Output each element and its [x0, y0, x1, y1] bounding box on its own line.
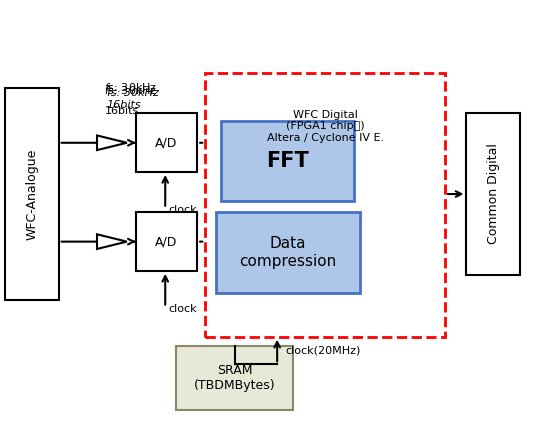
Text: clock: clock — [168, 304, 197, 314]
Text: A/D: A/D — [156, 235, 177, 248]
FancyBboxPatch shape — [216, 213, 360, 293]
FancyBboxPatch shape — [5, 88, 59, 300]
Text: $\it{f}$s: 30kHz: $\it{f}$s: 30kHz — [104, 81, 158, 93]
Text: fs: 30kHz
16bits: fs: 30kHz 16bits — [107, 88, 158, 110]
Text: Common Digital: Common Digital — [487, 143, 499, 245]
Text: clock: clock — [168, 205, 197, 215]
Text: Data
compression: Data compression — [239, 236, 336, 269]
Text: 16bits: 16bits — [104, 106, 139, 116]
Text: $f$s: 30kHz: $f$s: 30kHz — [104, 84, 157, 96]
FancyBboxPatch shape — [176, 346, 293, 410]
Text: WFC-Analogue: WFC-Analogue — [26, 148, 38, 240]
Text: A/D: A/D — [156, 136, 177, 149]
FancyBboxPatch shape — [136, 213, 197, 271]
Text: FFT: FFT — [266, 151, 309, 171]
Text: SRAM
(TBDMBytes): SRAM (TBDMBytes) — [193, 364, 276, 392]
FancyBboxPatch shape — [136, 114, 197, 172]
Text: WFC Digital
(FPGA1 chip内)
Altera / Cyclone IV E.: WFC Digital (FPGA1 chip内) Altera / Cyclo… — [266, 110, 384, 143]
Polygon shape — [97, 234, 127, 249]
Polygon shape — [97, 136, 127, 150]
FancyBboxPatch shape — [221, 121, 354, 201]
FancyBboxPatch shape — [466, 114, 520, 275]
Text: clock(20MHz): clock(20MHz) — [285, 345, 360, 355]
